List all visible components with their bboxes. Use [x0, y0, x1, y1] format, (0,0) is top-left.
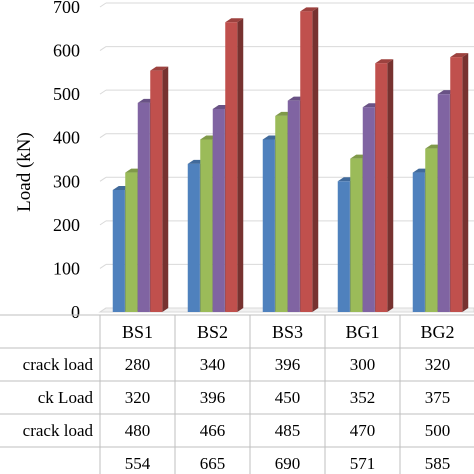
bar-front — [362, 107, 375, 312]
bar-front — [262, 139, 275, 312]
table-cell-BS2-series-3: 466 — [200, 421, 226, 440]
y-tick-label: 400 — [53, 128, 80, 148]
table-cell-BG2-series-4: 585 — [425, 454, 451, 473]
bar-front — [300, 11, 313, 312]
bar-front — [337, 181, 350, 312]
category-label-BG1: BG1 — [345, 322, 379, 342]
bar-front — [187, 163, 200, 312]
bar-front — [137, 102, 150, 312]
bar-side — [462, 53, 469, 312]
bar-BS3-series-4 — [300, 7, 319, 312]
bar-top — [150, 66, 169, 71]
gridline-depth — [99, 176, 107, 182]
bar-BG2-series-4 — [450, 53, 469, 312]
y-axis-label: Load (kN) — [14, 132, 35, 212]
category-label-BG2: BG2 — [420, 322, 454, 342]
bar-front — [450, 57, 463, 312]
bar-side — [387, 59, 394, 313]
category-label-BS3: BS3 — [272, 322, 303, 342]
legend-label-series-2: ck Load — [38, 388, 94, 407]
y-tick-labels: 0 100 200 300 400 500 600 700 — [53, 0, 80, 322]
y-tick-label: 200 — [53, 215, 80, 235]
table-cell-BS1-series-3: 480 — [125, 421, 151, 440]
gridline-depth — [99, 220, 107, 226]
table-cell-BS3-series-3: 485 — [275, 421, 301, 440]
gridline-depth — [99, 89, 107, 95]
bar-front — [412, 172, 425, 312]
table-cell-BG2-series-2: 375 — [425, 388, 451, 407]
bar-side — [162, 66, 169, 312]
bar-front — [375, 63, 388, 313]
table-cell-BS1-series-4: 554 — [125, 454, 151, 473]
bar-front — [425, 148, 438, 312]
gridline-depth — [99, 46, 107, 51]
table-cell-BG1-series-4: 571 — [350, 454, 376, 473]
category-label-BS2: BS2 — [197, 322, 228, 342]
bar-side — [237, 18, 244, 312]
table-cell-BG2-series-1: 320 — [425, 355, 451, 374]
legend-label-series-3: crack load — [23, 421, 94, 440]
bar-top — [300, 7, 319, 12]
y-tick-label: 0 — [71, 302, 80, 322]
table-cell-BS1-series-2: 320 — [125, 388, 151, 407]
gridline-depth — [99, 2, 107, 8]
legend-label-series-1: crack load — [23, 355, 94, 374]
bar-front — [287, 100, 300, 312]
bar-front — [200, 139, 213, 312]
bar-front — [225, 22, 238, 312]
gridline-depth — [99, 133, 107, 139]
table-cell-BS3-series-2: 450 — [275, 388, 301, 407]
category-label-BS1: BS1 — [122, 322, 153, 342]
bar-BS1-series-4 — [150, 66, 169, 312]
bar-front — [125, 172, 138, 312]
table-cell-BS1-series-1: 280 — [125, 355, 151, 374]
data-table: BS1 BS2 BS3 BG1 BG2 crack load 280 340 396 300 320… — [0, 314, 474, 474]
bar-front — [437, 94, 450, 313]
table-cell-BG2-series-3: 500 — [425, 421, 451, 440]
bars — [112, 7, 469, 313]
bar-top — [225, 18, 244, 23]
y-tick-label: 700 — [53, 0, 80, 17]
bar-front — [350, 158, 363, 312]
gridline-depth — [99, 264, 107, 269]
bar-front — [150, 70, 163, 312]
y-tick-label: 500 — [53, 84, 80, 104]
bar-BS2-series-4 — [225, 18, 244, 312]
table-cell-BS3-series-4: 690 — [275, 454, 301, 473]
bar-front — [275, 115, 288, 312]
y-tick-label: 300 — [53, 171, 80, 191]
table-cell-BG1-series-2: 352 — [350, 388, 376, 407]
table-cell-BS2-series-1: 340 — [200, 355, 226, 374]
table-cell-BS3-series-1: 396 — [275, 355, 301, 374]
bar-top — [450, 53, 469, 58]
bar-BG1-series-4 — [375, 59, 394, 313]
gridline-depth — [99, 307, 107, 313]
table-cell-BG1-series-3: 470 — [350, 421, 376, 440]
bar-front — [112, 190, 125, 312]
y-tick-label: 600 — [53, 41, 80, 61]
table-cell-BG1-series-1: 300 — [350, 355, 376, 374]
bar-front — [212, 108, 225, 312]
y-tick-label: 100 — [53, 258, 80, 278]
bar-top — [375, 59, 394, 64]
bar-side — [312, 7, 319, 312]
table-cell-BS2-series-2: 396 — [200, 388, 226, 407]
table-cell-BS2-series-4: 665 — [200, 454, 226, 473]
